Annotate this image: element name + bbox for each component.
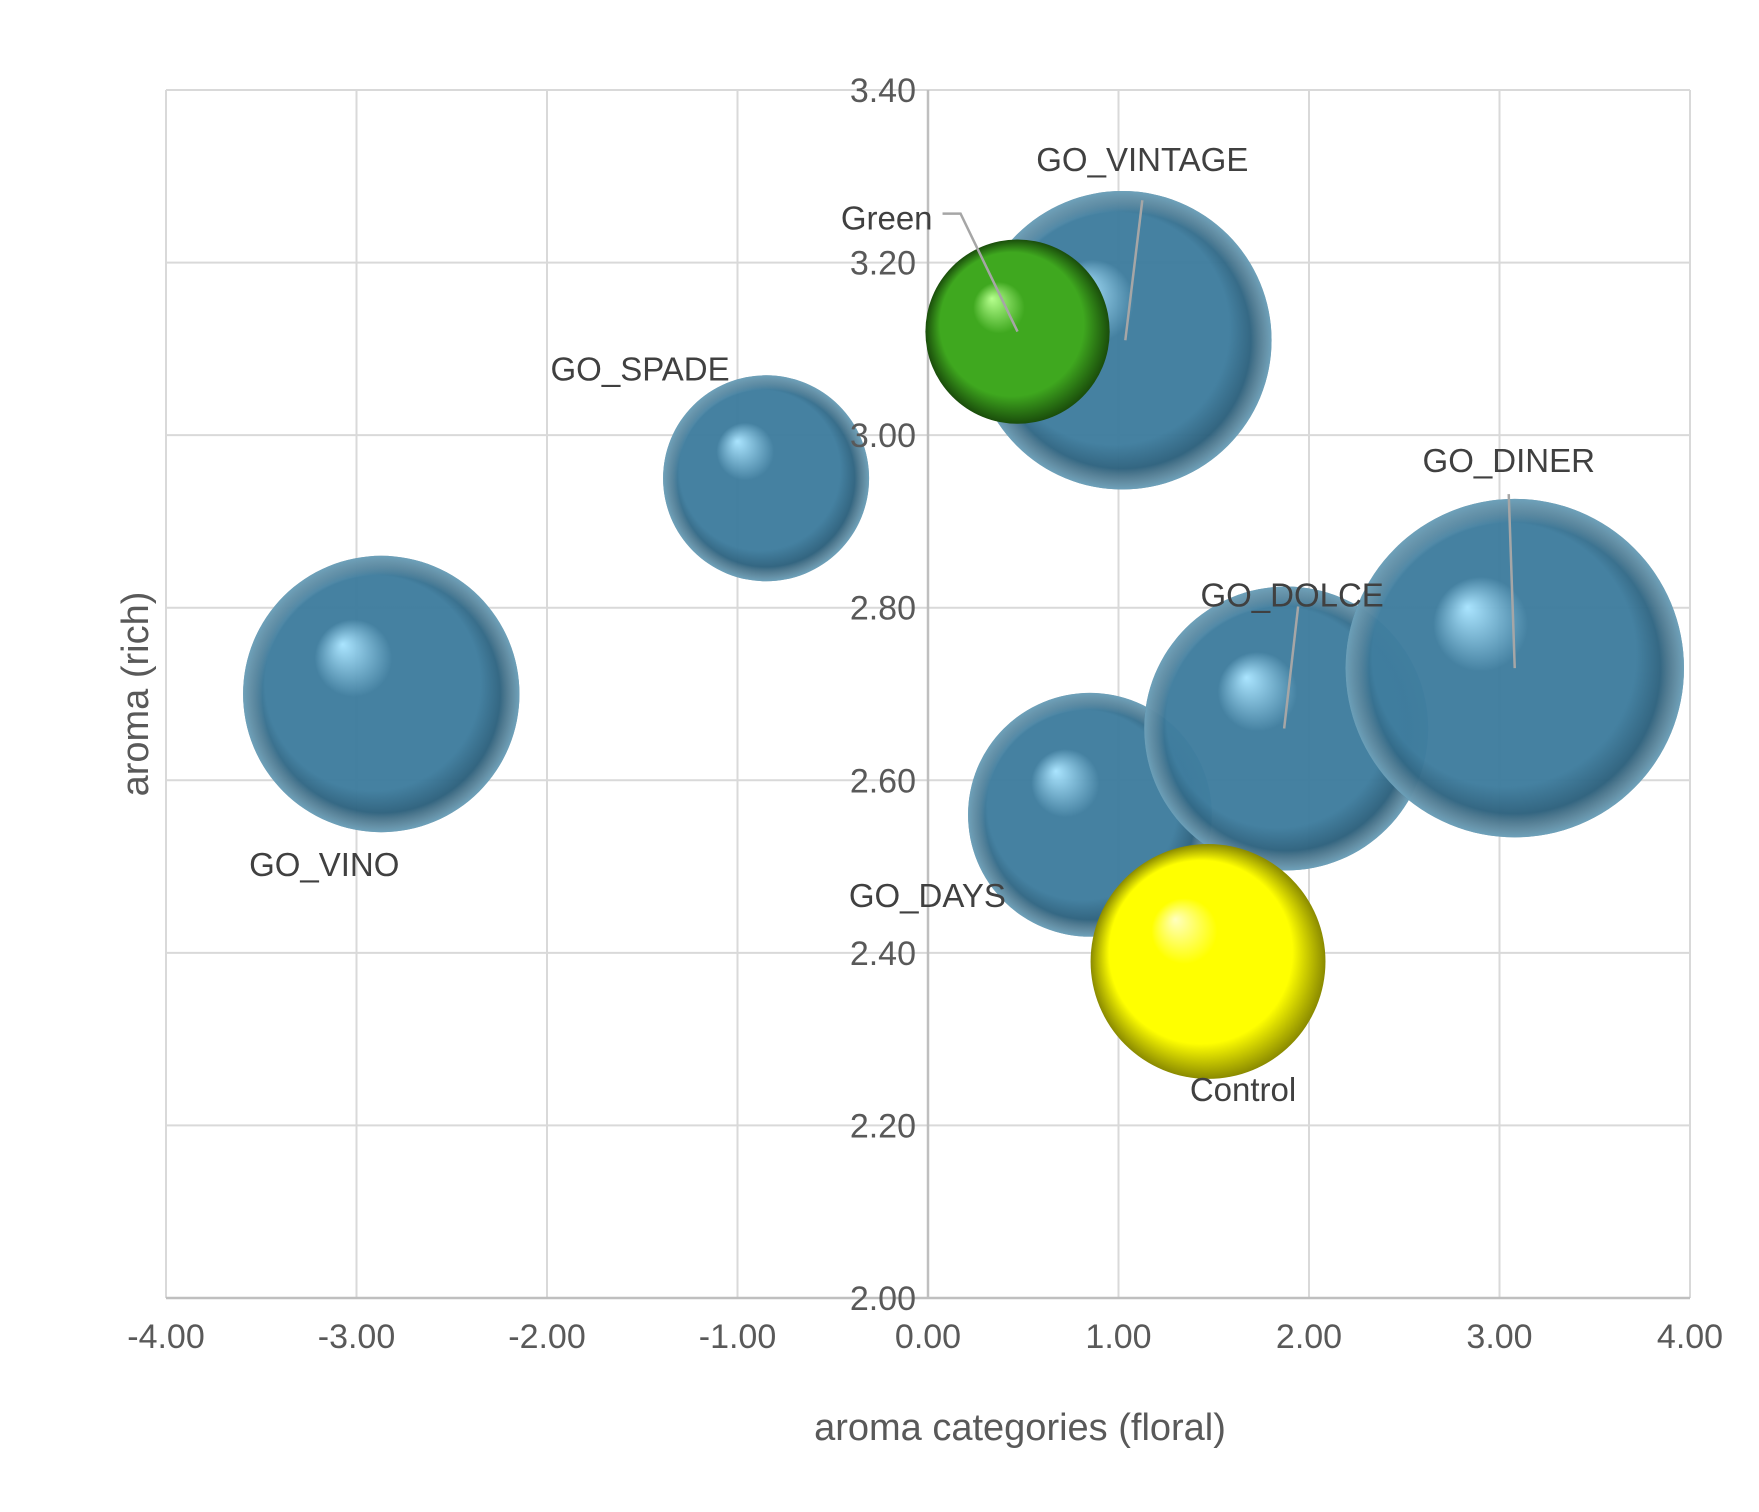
x-tick-label: -4.00 [127,1318,205,1356]
label-go-vino: GO_VINO [249,846,399,883]
bubble-control [1090,844,1326,1079]
label-go-diner: GO_DINER [1423,442,1595,479]
bubble-rim-go-spade [663,375,870,582]
y-tick-label: 2.60 [850,762,916,800]
y-tick-label: 3.40 [850,72,916,110]
y-tick-label: 2.80 [850,590,916,628]
leader-line-go-dolce [1282,606,1300,729]
axes [166,90,1690,1300]
leader-line-go-vintage [1124,200,1144,341]
y-tick-label: 2.00 [850,1280,916,1318]
x-tick-label: 0.00 [895,1318,961,1356]
label-go-dolce: GO_DOLCE [1200,577,1383,614]
label-go-days: GO_DAYS [849,877,1006,914]
x-tick-label: -1.00 [699,1318,777,1356]
bubble-green [925,239,1110,424]
x-tick-label: 2.00 [1276,1318,1342,1356]
y-tick-label: 3.20 [850,245,916,283]
bubble-labels: GO_VINO GO_SPADE GO_VINTAGE Green GO_DAYS GO_… [249,141,1595,1108]
label-go-vintage: GO_VINTAGE [1036,141,1248,178]
label-go-spade: GO_SPADE [551,350,730,387]
y-axis-title: aroma (rich) [115,592,157,797]
x-tick-label: 4.00 [1657,1318,1723,1356]
y-tick-label: 2.40 [850,935,916,973]
y-tick-label: 3.00 [850,417,916,455]
label-control: Control [1190,1071,1296,1108]
x-tick-label: -3.00 [318,1318,396,1356]
y-tick-label: 2.20 [850,1107,916,1145]
x-tick-label: 3.00 [1466,1318,1532,1356]
label-green: Green [841,199,933,236]
leader-line-green [942,212,1019,333]
x-tick-label: -2.00 [508,1318,586,1356]
bubble-rim-go-vino [243,555,520,833]
x-axis-title: aroma categories (floral) [814,1407,1226,1449]
y-tick-labels: 2.00 2.20 2.40 2.60 2.80 3.00 3.20 3.40 [850,72,916,1318]
label-leader-lines [942,200,1516,729]
bubbles [243,190,1684,1079]
leader-line-go-diner [1507,494,1516,669]
x-tick-labels: -4.00 -3.00 -2.00 -1.00 0.00 1.00 2.00 3.00 4.00 [127,1318,1723,1356]
x-tick-label: 1.00 [1085,1318,1151,1356]
